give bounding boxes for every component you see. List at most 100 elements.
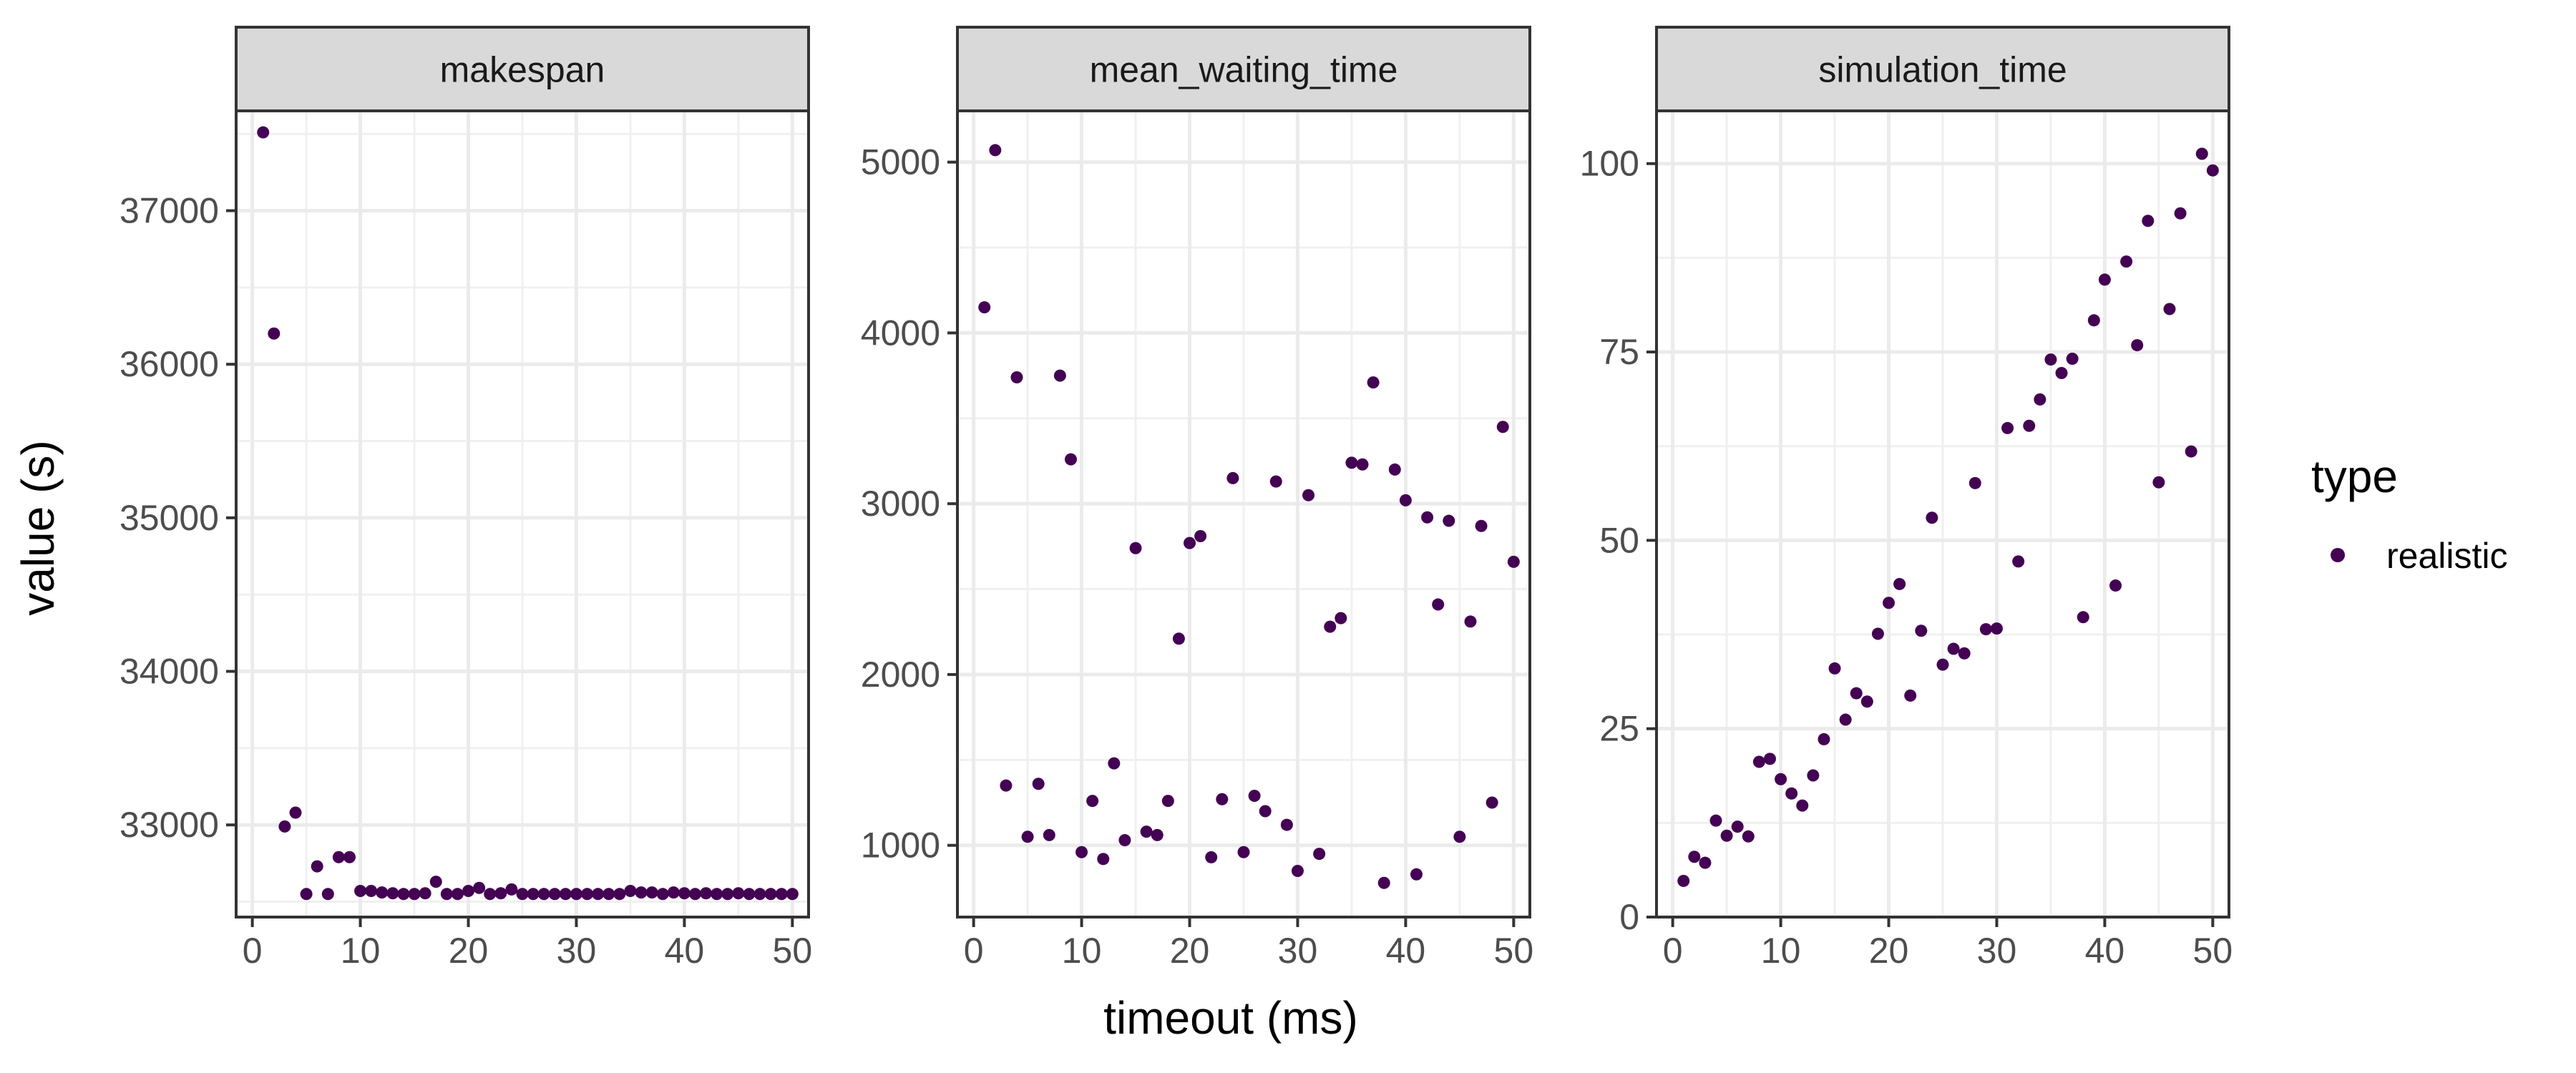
data-point <box>1248 789 1261 802</box>
data-point <box>592 888 605 901</box>
data-point <box>1053 369 1066 382</box>
data-point <box>1443 514 1455 527</box>
facet-strip-label: mean_waiting_time <box>1090 50 1398 90</box>
data-point <box>635 886 648 899</box>
data-point <box>1064 453 1077 466</box>
x-tick-label: 20 <box>1869 931 1909 971</box>
data-point <box>1731 820 1744 833</box>
data-point <box>667 886 680 899</box>
data-point <box>1958 647 1971 660</box>
data-point <box>613 888 626 901</box>
panel-border <box>235 109 810 918</box>
data-point <box>732 887 745 900</box>
data-point <box>1021 831 1034 843</box>
panel-border <box>1655 109 2230 918</box>
x-tick-label: 20 <box>449 931 489 971</box>
x-tick-label: 30 <box>557 931 597 971</box>
y-tick-label: 25 <box>1599 709 1639 749</box>
data-point <box>1421 511 1434 524</box>
data-point <box>1947 642 1960 655</box>
data-point <box>1871 627 1884 640</box>
data-point <box>2034 393 2046 406</box>
y-tick-label: 50 <box>1599 520 1639 560</box>
data-point <box>1377 876 1390 889</box>
data-point <box>365 885 378 898</box>
data-point <box>689 888 702 901</box>
data-point <box>2163 303 2176 315</box>
panel-border <box>956 109 1531 918</box>
data-point <box>602 888 615 901</box>
data-point <box>2098 273 2111 286</box>
x-tick-label: 40 <box>2085 931 2125 971</box>
facet-strip-label: simulation_time <box>1818 50 2067 90</box>
y-tick-label: 100 <box>1580 144 1639 184</box>
x-tick-label: 50 <box>773 931 813 971</box>
data-point <box>1140 825 1153 838</box>
data-point <box>2131 339 2144 352</box>
data-point <box>1904 689 1917 702</box>
data-point <box>1280 818 1293 831</box>
data-point <box>1785 787 1798 800</box>
data-point <box>321 888 334 901</box>
data-point <box>2055 367 2068 380</box>
data-point <box>1184 536 1196 549</box>
data-point <box>1677 874 1690 887</box>
data-point <box>343 851 356 863</box>
x-tick-label: 40 <box>1386 931 1426 971</box>
data-point <box>1388 463 1401 476</box>
data-point <box>1915 624 1928 637</box>
data-point <box>1086 795 1099 808</box>
data-point <box>1302 489 1315 501</box>
data-point <box>548 888 561 901</box>
x-tick-label: 50 <box>2193 931 2233 971</box>
data-point <box>1979 623 1992 636</box>
data-point <box>1496 421 1509 433</box>
data-point <box>1936 658 1949 671</box>
data-point <box>1839 713 1852 726</box>
data-point <box>1129 542 1142 554</box>
y-tick-label: 35000 <box>119 498 219 538</box>
data-point <box>656 888 669 901</box>
data-point <box>645 886 658 899</box>
legend: type realistic <box>2311 451 2507 576</box>
x-axis-title: timeout (ms) <box>1103 992 1358 1044</box>
x-tick-label: 30 <box>1977 931 2017 971</box>
data-point <box>2066 353 2079 366</box>
data-point <box>1097 853 1110 866</box>
data-point <box>2077 611 2089 624</box>
y-tick-label: 3000 <box>861 484 940 524</box>
data-point <box>1883 597 1896 609</box>
y-tick-label: 4000 <box>861 313 940 353</box>
data-point <box>2174 207 2187 220</box>
data-point <box>1237 846 1250 858</box>
data-point <box>419 887 431 900</box>
legend-key-realistic <box>2331 548 2345 562</box>
data-point <box>1860 695 1873 708</box>
data-point <box>408 888 421 901</box>
y-tick-label: 37000 <box>119 191 219 231</box>
x-tick-label: 50 <box>1494 931 1534 971</box>
data-point <box>711 888 723 901</box>
data-point <box>1259 805 1272 818</box>
data-point <box>1850 687 1863 700</box>
data-point <box>1032 778 1045 790</box>
data-point <box>300 888 313 901</box>
data-point <box>1688 851 1701 863</box>
y-tick-label: 34000 <box>119 652 219 692</box>
data-point <box>1968 476 1981 489</box>
data-point <box>484 888 497 901</box>
y-tick-label: 36000 <box>119 344 219 384</box>
y-tick-label: 75 <box>1599 332 1639 372</box>
data-point <box>721 888 734 901</box>
data-point <box>989 144 1002 157</box>
data-point <box>1335 612 1347 624</box>
y-tick-label: 2000 <box>861 655 940 695</box>
data-point <box>332 851 345 863</box>
data-point <box>1763 753 1776 765</box>
x-tick-label: 10 <box>341 931 381 971</box>
data-point <box>700 887 713 900</box>
data-point <box>2195 147 2208 160</box>
data-point <box>743 888 756 901</box>
y-tick-label: 33000 <box>119 805 219 845</box>
x-tick-label: 10 <box>1761 931 1801 971</box>
